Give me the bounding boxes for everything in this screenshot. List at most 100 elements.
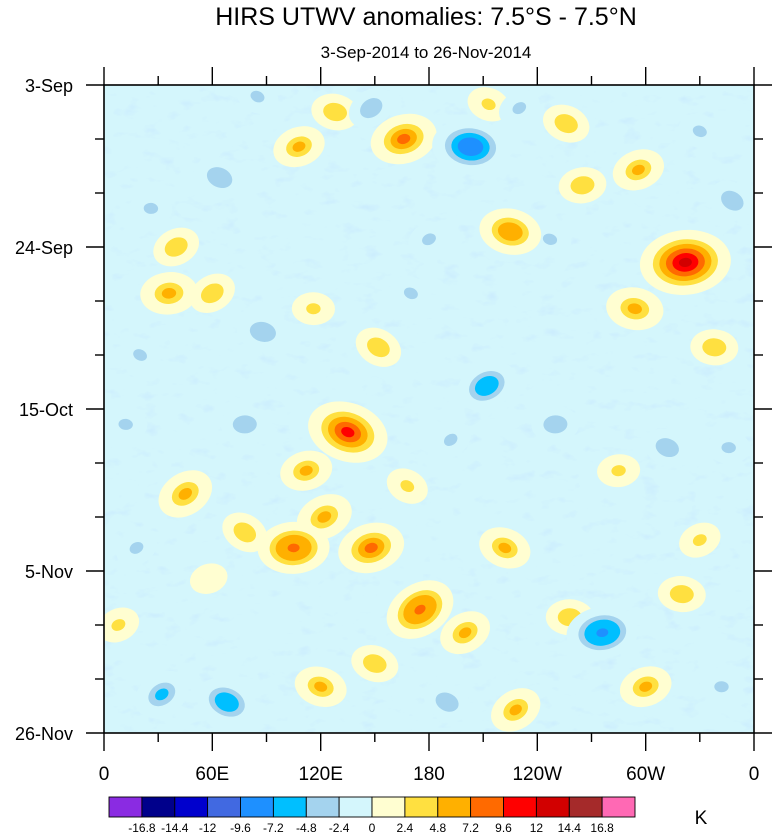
colorbar-box	[371, 796, 406, 818]
anomaly-contour	[256, 326, 270, 337]
anomaly-contour	[118, 418, 133, 430]
anomaly-contour	[675, 589, 688, 599]
anomaly-cell	[386, 468, 428, 504]
colorbar-box	[404, 796, 439, 818]
anomaly-contour	[512, 102, 527, 115]
anomaly-contour	[206, 288, 218, 299]
colorbar-box	[568, 796, 603, 818]
anomaly-cell	[257, 521, 330, 574]
colorbar-label: 12	[530, 821, 544, 834]
anomaly-contour	[299, 465, 313, 476]
anomaly-contour	[264, 619, 277, 631]
anomaly-cell	[619, 666, 672, 708]
anomaly-contour	[250, 90, 265, 103]
anomaly-cell	[479, 527, 531, 569]
anomaly-contour	[726, 195, 738, 206]
anomaly-contour	[708, 342, 721, 352]
anomaly-contour	[170, 242, 182, 252]
anomaly-cell	[348, 88, 394, 129]
colorbar-label: 2.4	[397, 821, 414, 834]
colorbar-label: 4.8	[429, 821, 446, 834]
anomaly-contour	[627, 303, 642, 315]
anomaly-contour	[441, 697, 453, 707]
anomaly-contour	[111, 619, 126, 631]
anomaly-contour	[178, 487, 192, 500]
x-tick-label: 120E	[299, 764, 343, 785]
anomaly-cell	[542, 104, 590, 143]
anomaly-contour	[143, 202, 159, 214]
anomaly-cell	[644, 428, 691, 467]
anomaly-contour	[661, 442, 674, 453]
anomaly-cell	[606, 287, 664, 331]
anomaly-contour	[202, 573, 215, 584]
colorbar-box	[108, 796, 143, 818]
anomaly-contour	[292, 141, 306, 152]
anomaly-contour	[317, 511, 332, 523]
anomaly-cell	[119, 337, 161, 373]
x-tick-label: 60W	[626, 764, 665, 785]
anomaly-contour	[509, 704, 522, 716]
anomaly-contour	[481, 98, 496, 111]
chart-subtitle: 3-Sep-2014 to 26-Nov-2014	[321, 43, 532, 62]
chart-title: HIRS UTWV anomalies: 7.5°S - 7.5°N	[215, 3, 637, 31]
anomaly-cell	[194, 156, 245, 199]
colorbar-label: 7.2	[462, 821, 479, 834]
anomaly-cell	[294, 666, 347, 707]
colorbar-box	[601, 796, 636, 818]
anomaly-cell	[386, 580, 454, 639]
anomaly-cell	[612, 149, 665, 191]
colorbar: -16.8 -14.4 -12 -9.6 -7.2 -4.8 -2.4 0 2.4 4.8 7.2 9…	[108, 796, 636, 834]
colorbar-box	[470, 796, 504, 818]
y-tick-label: 24-Sep	[15, 238, 73, 258]
anomaly-cell	[679, 522, 721, 558]
anomaly-contour	[306, 303, 321, 315]
anomaly-contour	[444, 433, 458, 447]
anomaly-contour	[678, 257, 692, 268]
anomaly-cell	[531, 406, 580, 443]
anomaly-cell	[424, 682, 471, 722]
colorbar-label: 0	[369, 821, 376, 834]
anomaly-cell	[699, 670, 744, 704]
anomaly-cell	[498, 90, 540, 127]
anomaly-cell	[236, 311, 289, 352]
anomaly-contour	[161, 287, 177, 299]
anomaly-contour	[639, 681, 653, 692]
anomaly-cell	[104, 407, 148, 441]
colorbar-label: -16.8	[128, 821, 156, 834]
anomaly-contour	[714, 681, 729, 693]
anomaly-cell	[639, 229, 731, 295]
colorbar-label: 16.8	[590, 821, 614, 834]
anomaly-cell	[236, 85, 279, 114]
anomaly-cell	[140, 272, 198, 315]
x-tick-label: 0	[99, 764, 110, 785]
anomaly-contour	[504, 226, 517, 237]
plot-area	[103, 84, 755, 734]
x-tick-label: 180	[413, 764, 445, 785]
anomaly-cell	[408, 221, 450, 257]
anomaly-cell	[690, 329, 739, 366]
anomaly-cell	[308, 401, 388, 463]
colorbar-box	[338, 796, 373, 818]
colorbar-box	[272, 796, 307, 818]
anomaly-cell	[134, 670, 189, 718]
x-tick-label: 60E	[195, 764, 229, 785]
colorbar-label: -2.4	[329, 821, 350, 834]
anomaly-contour	[414, 604, 426, 615]
anomaly-contour	[498, 542, 512, 554]
anomaly-cell	[104, 607, 140, 643]
anomaly-cell	[432, 118, 509, 175]
y-tick-label: 26-Nov	[15, 724, 73, 744]
anomaly-contour	[329, 107, 342, 117]
anomaly-contour	[563, 612, 576, 622]
y-tick-label: 3-Sep	[25, 76, 73, 96]
x-axis: 0 60E 120E 180 120W 60W 0	[99, 67, 759, 785]
anomaly-contour	[213, 172, 226, 183]
anomaly-contour	[403, 287, 418, 300]
anomaly-contour	[133, 349, 147, 361]
colorbar-label: 9.6	[495, 821, 512, 834]
anomaly-cell	[115, 530, 158, 566]
colorbar-box	[207, 796, 241, 818]
anomaly-cell	[491, 688, 541, 732]
anomaly-cell	[457, 361, 517, 411]
